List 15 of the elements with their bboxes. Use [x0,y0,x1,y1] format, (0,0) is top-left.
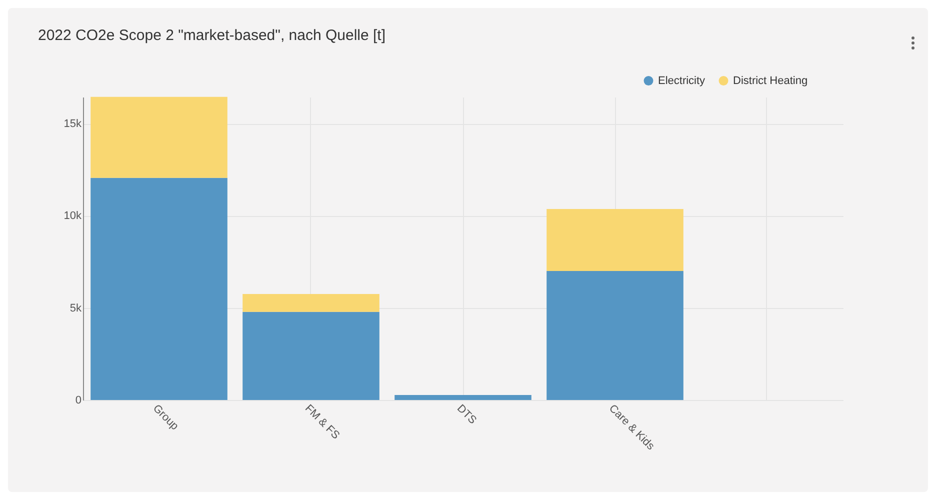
y-tick-label: 10k [64,210,82,222]
bar [90,178,228,400]
chart-title: 2022 CO2e Scope 2 "market-based", nach Quelle [t] [38,27,386,44]
y-tick-label: 5k [70,302,82,314]
y-tick-label: 0 [75,394,82,406]
legend-label: Electricity [658,74,706,87]
bar [90,96,228,178]
bar [394,395,532,400]
y-tick-label: 15k [64,118,82,130]
bar [242,294,380,312]
bar [546,270,684,400]
bar [546,209,684,271]
bar [242,312,380,400]
legend-label: District Heating [733,74,808,87]
x-tick-label: FM & FS [302,402,342,442]
